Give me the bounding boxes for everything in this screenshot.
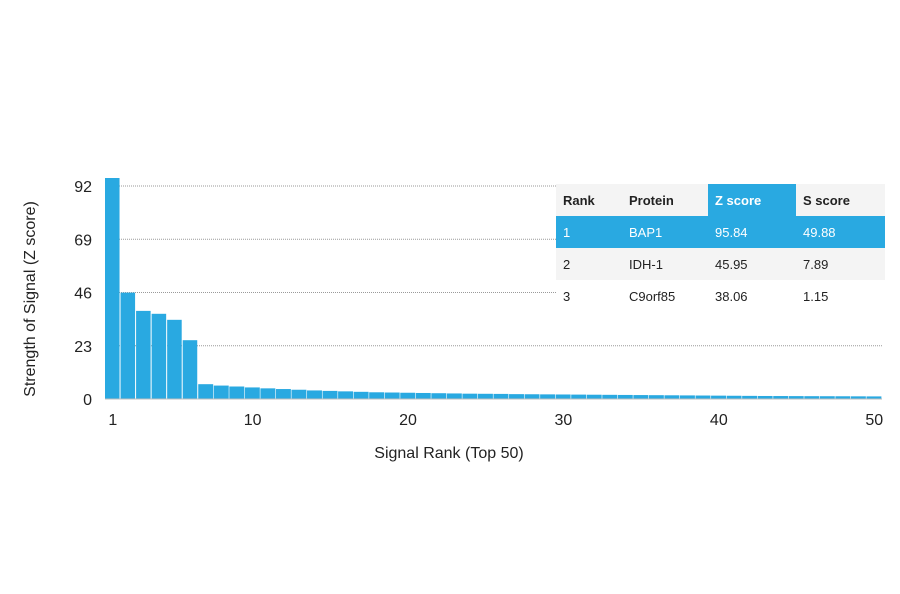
- bar: [446, 393, 462, 399]
- bar: [275, 389, 291, 399]
- bar: [353, 391, 369, 399]
- y-tick-label: 23: [74, 339, 92, 356]
- bar: [524, 394, 540, 399]
- bar: [167, 319, 182, 399]
- y-tick-labels: 0 23 46 69 92: [74, 179, 92, 409]
- bars: [105, 178, 882, 399]
- x-tick-label: 50: [865, 412, 883, 429]
- bar: [711, 395, 726, 399]
- table-cell: C9orf85: [629, 289, 675, 304]
- table-row-background: [556, 216, 885, 248]
- bar: [120, 292, 136, 399]
- bar: [493, 393, 509, 399]
- bar: [571, 394, 587, 399]
- table-header-highlight: [708, 184, 796, 216]
- bar: [369, 392, 385, 399]
- table-cell: 3: [563, 289, 570, 304]
- bar: [602, 394, 618, 399]
- bar: [850, 396, 866, 399]
- x-tick-label: 1: [108, 412, 117, 429]
- x-tick-label: 40: [710, 412, 728, 429]
- table-cell: IDH-1: [629, 257, 663, 272]
- table-row-background: [556, 248, 885, 280]
- table-row-background: [556, 280, 885, 312]
- table-cell: 1: [563, 225, 570, 240]
- table-cell: 38.06: [715, 289, 748, 304]
- bar: [105, 178, 120, 399]
- x-tick-label: 10: [244, 412, 262, 429]
- table-cell: 49.88: [803, 225, 836, 240]
- bar: [726, 395, 742, 399]
- x-tick-label: 30: [555, 412, 573, 429]
- bar: [307, 390, 322, 399]
- table-header-cell: Protein: [629, 193, 674, 208]
- bar: [742, 395, 758, 399]
- bar: [477, 393, 493, 399]
- bar: [182, 340, 198, 399]
- bar: [540, 394, 556, 399]
- table-cell: 95.84: [715, 225, 748, 240]
- x-tick-labels: 1 10 20 30 40 50: [108, 412, 883, 429]
- bar: [773, 396, 789, 399]
- bar: [322, 390, 338, 399]
- bar: [648, 395, 664, 399]
- table-cell: 45.95: [715, 257, 748, 272]
- y-tick-label: 46: [74, 286, 92, 303]
- bar: [509, 394, 524, 399]
- bar: [695, 395, 711, 399]
- bar: [555, 394, 571, 399]
- bar: [462, 393, 478, 399]
- bar: [431, 393, 447, 399]
- bar: [400, 392, 416, 399]
- table-cell: 7.89: [803, 257, 828, 272]
- bar: [804, 396, 820, 399]
- bar: [866, 396, 882, 399]
- bar: [260, 388, 276, 399]
- y-axis-title: Strength of Signal (Z score): [22, 201, 39, 397]
- table-header-cell: Z score: [715, 193, 761, 208]
- y-tick-label: 0: [83, 392, 92, 409]
- bar: [384, 392, 400, 399]
- table-header-cell: S score: [803, 193, 850, 208]
- bar: [757, 395, 773, 399]
- y-tick-label: 92: [74, 179, 92, 196]
- table-cell: 2: [563, 257, 570, 272]
- bar: [244, 387, 260, 399]
- bar: [586, 394, 602, 399]
- bar: [835, 396, 851, 399]
- bar: [213, 385, 229, 399]
- bar: [198, 384, 214, 399]
- bar: [819, 396, 835, 399]
- bar: [633, 395, 649, 399]
- table-cell: 1.15: [803, 289, 828, 304]
- table-header-cell: Rank: [563, 193, 596, 208]
- grid-lines: [105, 185, 882, 347]
- bar: [679, 395, 695, 399]
- x-axis-title: Signal Rank (Top 50): [374, 445, 523, 462]
- y-tick-label: 69: [74, 232, 92, 249]
- x-tick-label: 20: [399, 412, 417, 429]
- bar: [788, 396, 804, 399]
- bar: [415, 392, 431, 399]
- bar: [338, 391, 354, 399]
- table-cell: BAP1: [629, 225, 662, 240]
- bar: [151, 313, 167, 399]
- bar: [664, 395, 680, 399]
- top-signals-table: Rank Protein Z score S score 1 BAP1 95.84 49.88…: [556, 184, 885, 312]
- bar: [291, 389, 307, 399]
- bar: [136, 310, 151, 399]
- bar: [617, 394, 633, 399]
- bar: [229, 386, 245, 399]
